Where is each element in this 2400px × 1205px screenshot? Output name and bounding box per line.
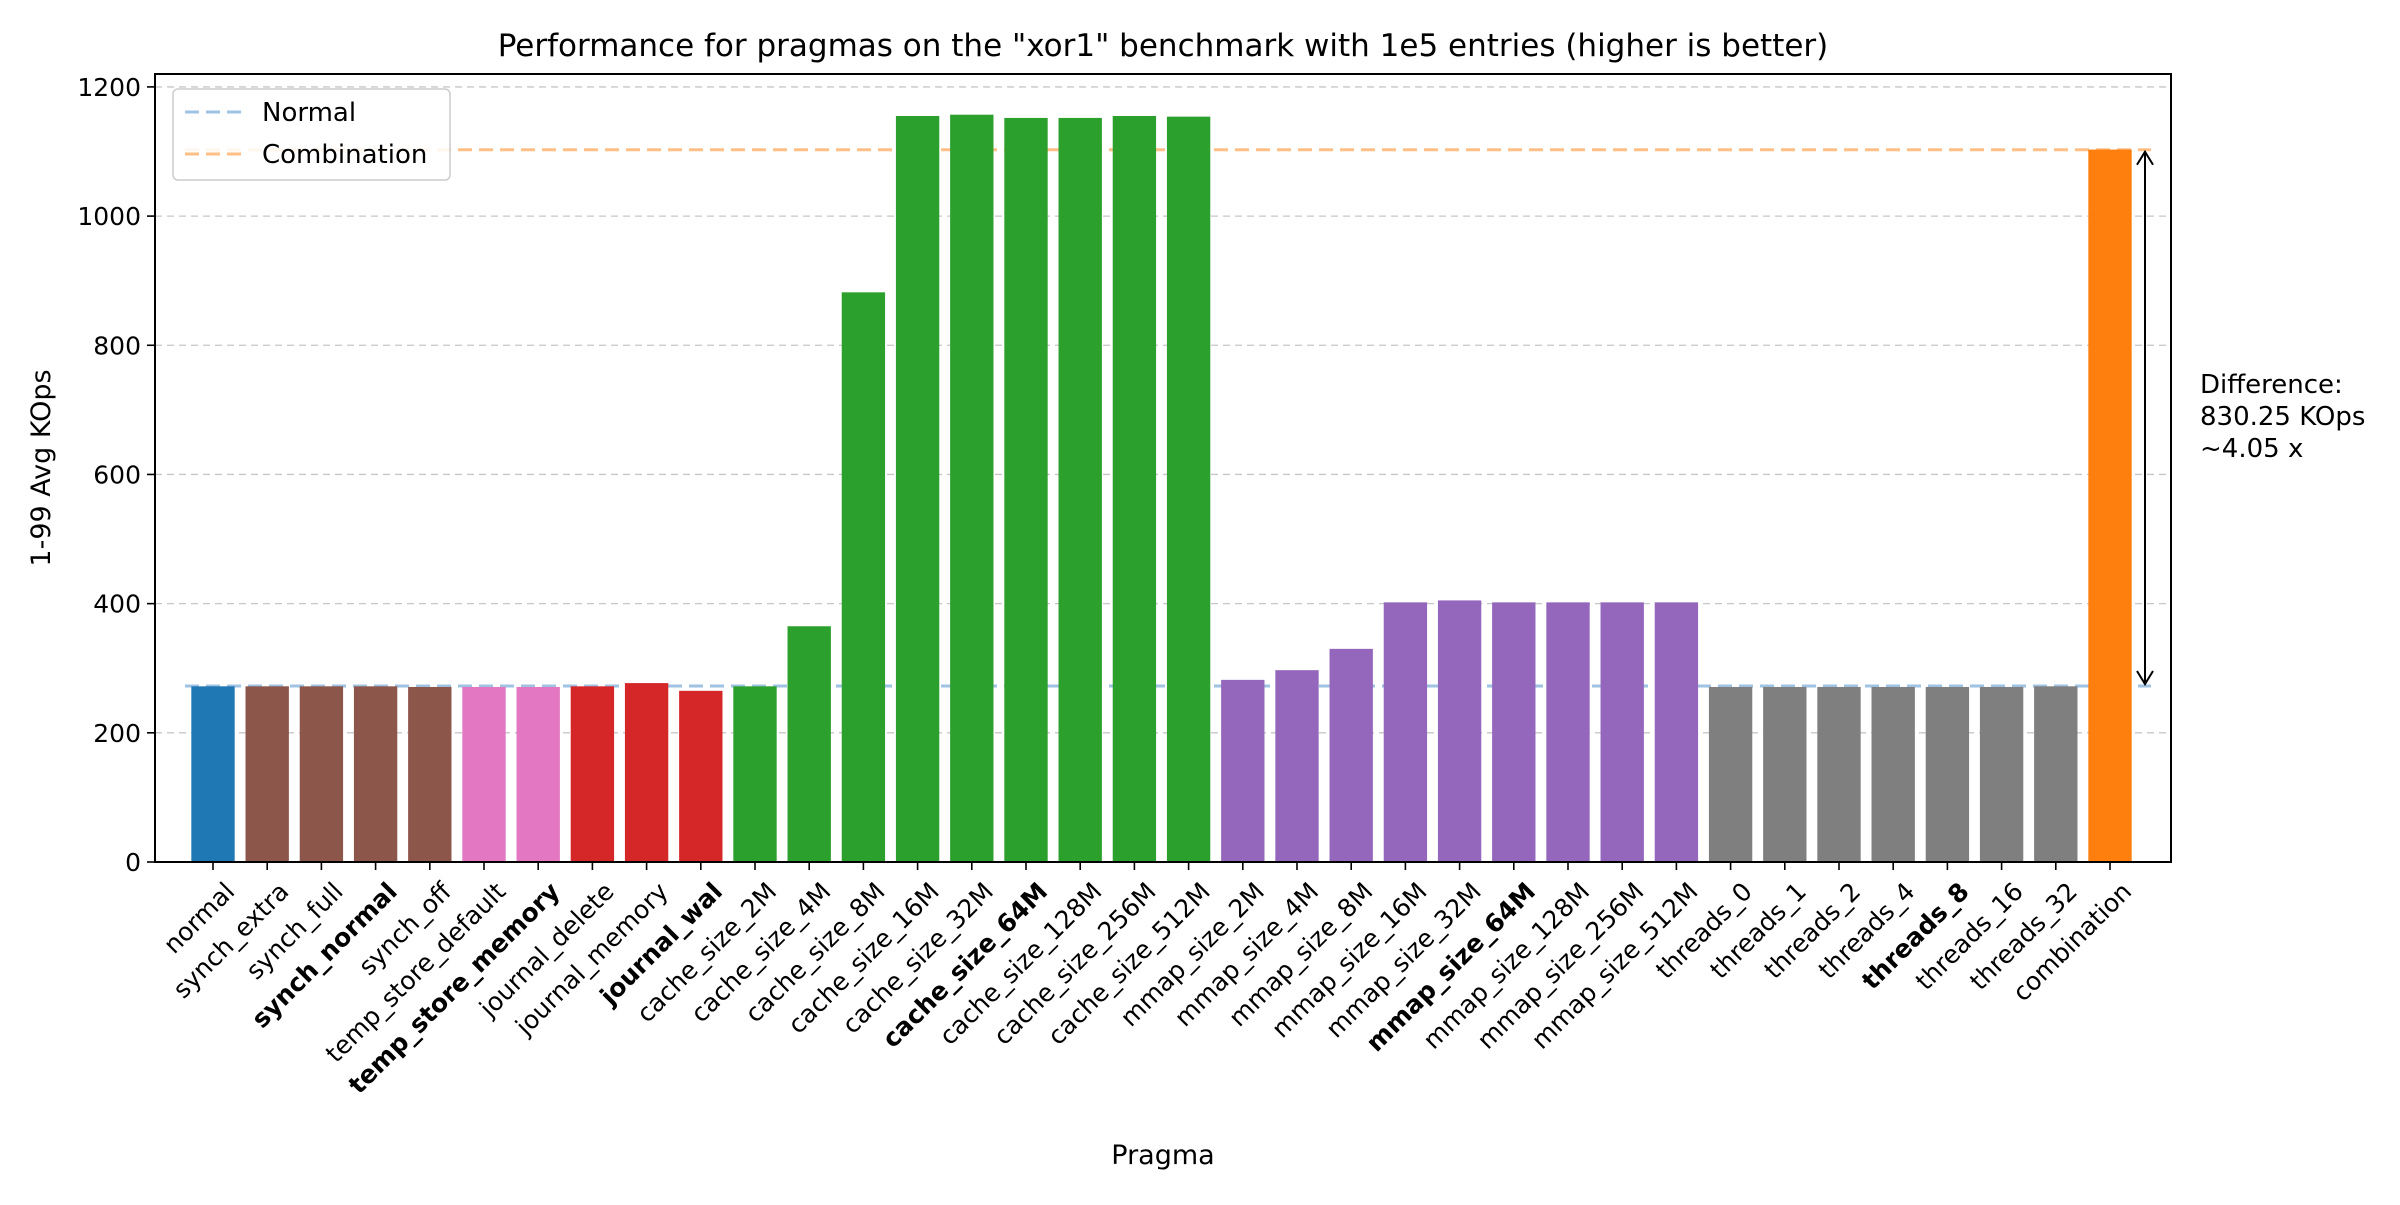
- difference-annotation-line: ~4.05 x: [2200, 434, 2303, 464]
- arrow-head-down: [2136, 670, 2154, 686]
- difference-annotation-line: 830.25 KOps: [2200, 402, 2365, 432]
- y-tick-label: 800: [93, 331, 141, 360]
- bar-synch_extra: [245, 686, 289, 862]
- x-ticks: normalsynch_extrasynch_fullsynch_normals…: [158, 862, 2137, 1099]
- legend-label: Combination: [262, 140, 427, 170]
- y-tick-label: 1200: [77, 73, 141, 102]
- y-tick-label: 1000: [77, 202, 141, 231]
- bar-mmap_size_64M: [1492, 602, 1536, 862]
- bar-journal_delete: [570, 686, 615, 862]
- bar-temp_store_default: [462, 686, 506, 862]
- legend-label: Normal: [262, 98, 356, 128]
- arrow-head-up: [2136, 149, 2154, 166]
- y-tick-label: 600: [93, 460, 141, 489]
- bar-combination: [2088, 149, 2132, 862]
- y-axis-label: 1-99 Avg KOps: [26, 369, 57, 566]
- y-tick-label: 0: [125, 848, 141, 877]
- bar-threads_2: [1817, 686, 1861, 862]
- bar-mmap_size_32M: [1437, 600, 1482, 862]
- bar-threads_0: [1708, 686, 1753, 862]
- bar-journal_wal: [679, 690, 723, 862]
- chart-title: Performance for pragmas on the "xor1" be…: [498, 28, 1829, 64]
- reference-lines: [185, 148, 2151, 688]
- difference-annotation: Difference:830.25 KOps~4.05 x: [2136, 149, 2365, 686]
- bars: [191, 114, 2132, 863]
- bar-threads_8: [1925, 686, 1970, 862]
- bar-mmap_size_256M: [1600, 602, 1644, 862]
- bar-synch_off: [408, 686, 452, 862]
- x-axis-label: Pragma: [1111, 1140, 1214, 1171]
- bar-normal: [191, 686, 235, 862]
- bar-threads_4: [1871, 686, 1915, 862]
- bar-threads_32: [2034, 686, 2078, 862]
- bar-mmap_size_512M: [1654, 602, 1699, 862]
- bar-mmap_size_128M: [1546, 602, 1590, 862]
- bar-cache_size_32M: [950, 114, 994, 863]
- bar-journal_memory: [624, 683, 669, 862]
- bar-cache_size_64M: [1004, 117, 1048, 862]
- bar-cache_size_16M: [895, 115, 940, 863]
- bar-threads_1: [1763, 686, 1807, 862]
- bar-mmap_size_8M: [1329, 648, 1373, 862]
- legend: Normal Combination: [172, 88, 451, 181]
- bar-cache_size_128M: [1058, 117, 1102, 862]
- bar-cache_size_512M: [1166, 116, 1211, 862]
- bar-cache_size_256M: [1112, 115, 1157, 863]
- bar-mmap_size_2M: [1221, 679, 1265, 862]
- bar-synch_full: [299, 686, 344, 862]
- bar-threads_16: [1979, 686, 2024, 862]
- difference-annotation-line: Difference:: [2200, 370, 2343, 400]
- bar-synch_normal: [353, 686, 398, 862]
- plot-frame: [154, 73, 2172, 863]
- y-tick-label: 200: [93, 719, 141, 748]
- legend-box: [172, 88, 451, 181]
- bar-cache_size_8M: [841, 292, 886, 862]
- bar-cache_size_2M: [733, 686, 777, 862]
- grid-lines: [155, 86, 2171, 863]
- bar-temp_store_memory: [516, 686, 560, 862]
- y-ticks: 0 200 400 600 800 1000 1200: [77, 73, 155, 877]
- bar-cache_size_4M: [787, 626, 831, 862]
- y-tick-label: 400: [93, 590, 141, 619]
- bar-mmap_size_16M: [1383, 602, 1428, 862]
- bar-mmap_size_4M: [1275, 670, 1319, 862]
